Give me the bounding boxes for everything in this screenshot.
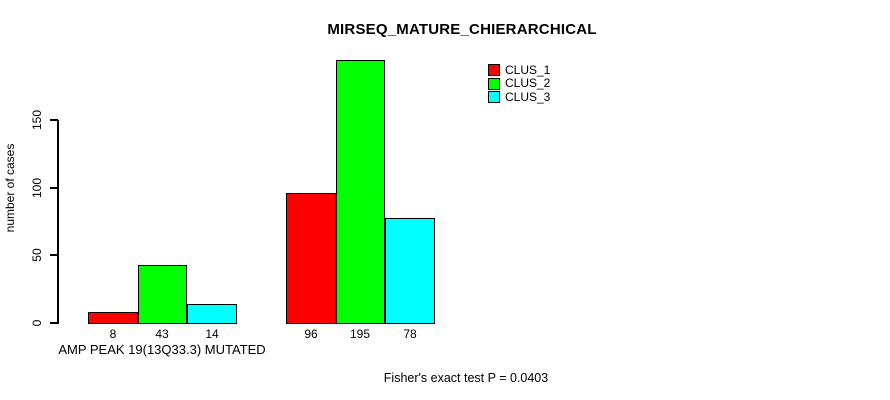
- bar-clus_3-group1: [187, 304, 237, 324]
- bar-value-label: 195: [349, 327, 371, 341]
- bar-clus_2-group1: [138, 265, 187, 324]
- legend-swatch-clus_3: [488, 91, 500, 103]
- stat-annotation: Fisher's exact test P = 0.0403: [383, 371, 549, 385]
- x-category-label: AMP PEAK 19(13Q33.3) MUTATED: [58, 342, 266, 357]
- legend-label-clus_1: CLUS_1: [505, 63, 551, 77]
- y-axis-line: [57, 120, 59, 324]
- y-axis-tick: [50, 119, 58, 121]
- y-tick-label: 0: [30, 319, 44, 327]
- bar-value-label: 96: [304, 327, 318, 341]
- legend-swatch-clus_2: [488, 78, 500, 90]
- legend-swatch-clus_1: [488, 64, 500, 76]
- bar-value-label: 14: [205, 327, 219, 341]
- bar-value-label: 78: [403, 327, 417, 341]
- y-axis-tick: [50, 254, 58, 256]
- chart-title: MIRSEQ_MATURE_CHIERARCHICAL: [327, 21, 597, 38]
- y-axis-tick: [50, 187, 58, 189]
- y-tick-label: 150: [30, 109, 44, 131]
- bar-clus_3-group2: [385, 218, 435, 324]
- legend-label-clus_3: CLUS_3: [505, 90, 551, 104]
- bar-clus_1-group2: [286, 193, 336, 324]
- y-tick-label: 50: [30, 248, 44, 262]
- bar-clus_1-group1: [88, 312, 138, 324]
- bar-clus_2-group2: [336, 60, 385, 324]
- y-axis-label: number of cases: [3, 143, 17, 233]
- bar-value-label: 8: [109, 327, 117, 341]
- y-axis-tick: [50, 322, 58, 324]
- bar-value-label: 43: [155, 327, 169, 341]
- legend-label-clus_2: CLUS_2: [505, 76, 551, 90]
- y-tick-label: 100: [30, 177, 44, 199]
